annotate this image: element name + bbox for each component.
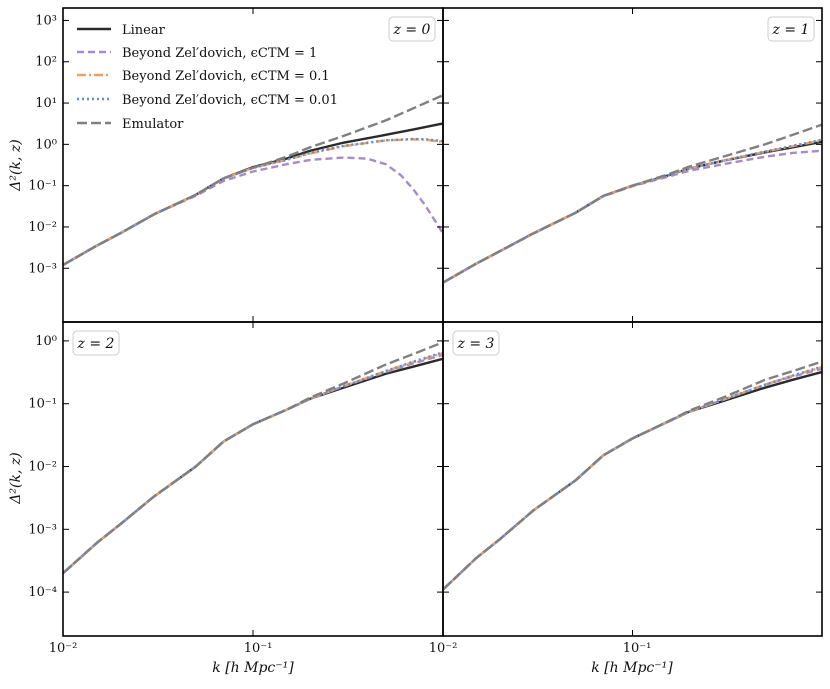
x-tick-label-left-min: 10⁻² bbox=[49, 641, 78, 656]
legend-label-bz01: Beyond Zel′dovich, ϵCTM = 0.1 bbox=[122, 69, 330, 84]
series-line-bz01-panel-2 bbox=[63, 351, 443, 575]
series-line-linear-panel-2 bbox=[63, 357, 443, 575]
y-tick-label-0-4: 10¹ bbox=[35, 96, 57, 111]
z-label-box-3 bbox=[452, 330, 500, 356]
panel-series-1 bbox=[443, 123, 822, 284]
series-line-emu-panel-2 bbox=[63, 341, 443, 575]
legend-label-linear: Linear bbox=[122, 23, 166, 38]
panel-series-2 bbox=[63, 341, 443, 575]
series-line-linear-panel-3 bbox=[443, 370, 822, 591]
z-label-2: z = 2 bbox=[77, 336, 115, 352]
panel-3: z = 3 bbox=[442, 321, 823, 637]
y-tick-label-0-3: 10⁰ bbox=[35, 137, 57, 152]
y-tick-label-0-2: 10⁻¹ bbox=[28, 179, 57, 194]
series-line-bz001-panel-0 bbox=[63, 137, 443, 267]
panel-frame-1 bbox=[442, 7, 823, 323]
z-label-box-2 bbox=[72, 330, 120, 356]
legend-label-bz001: Beyond Zel′dovich, ϵCTM = 0.01 bbox=[122, 93, 338, 108]
z-label-0: z = 0 bbox=[393, 22, 431, 38]
panel-series-0 bbox=[63, 94, 443, 267]
panel-series-3 bbox=[443, 360, 822, 591]
y-axis-label-top: Δ²(k, z) bbox=[8, 139, 24, 191]
series-line-bz001-panel-1 bbox=[443, 138, 822, 284]
legend-label-bz1: Beyond Zel′dovich, ϵCTM = 1 bbox=[122, 46, 317, 61]
y-tick-label-2-4: 10⁰ bbox=[35, 334, 57, 349]
x-axis-label-right: k [h Mpc⁻¹] bbox=[591, 660, 673, 676]
series-line-bz1-panel-3 bbox=[443, 367, 822, 591]
legend: Linear Beyond Zel′dovich, ϵCTM = 1 Beyon… bbox=[77, 23, 338, 132]
panel-frame-2 bbox=[62, 321, 444, 637]
y-tick-label-0-0: 10⁻³ bbox=[28, 261, 57, 276]
series-line-bz01-panel-3 bbox=[443, 366, 822, 591]
y-tick-label-2-2: 10⁻² bbox=[28, 460, 57, 475]
series-line-bz01-panel-1 bbox=[443, 139, 822, 284]
series-line-bz1-panel-1 bbox=[443, 149, 822, 284]
panel-frame-3 bbox=[442, 321, 823, 637]
y-tick-label-2-0: 10⁻⁴ bbox=[28, 585, 57, 600]
legend-label-emulator: Emulator bbox=[122, 117, 184, 132]
series-line-emu-panel-0 bbox=[63, 94, 443, 267]
x-tick-label-right-mid: 10⁻¹ bbox=[623, 641, 652, 656]
z-label-box-1 bbox=[767, 16, 815, 42]
series-line-bz1-panel-2 bbox=[63, 353, 443, 575]
series-line-bz01-panel-0 bbox=[63, 138, 443, 267]
panel-2: 10⁻⁴ 10⁻³ 10⁻² 10⁻¹ 10⁰ z = 2 bbox=[28, 321, 444, 637]
y-tick-label-0-5: 10² bbox=[35, 55, 57, 70]
y-axis-label-bottom: Δ²(k, z) bbox=[8, 452, 24, 504]
z-label-box-0 bbox=[388, 16, 436, 42]
series-line-emu-panel-3 bbox=[443, 360, 822, 591]
y-tick-label-2-1: 10⁻³ bbox=[28, 522, 57, 537]
series-line-bz001-panel-3 bbox=[443, 365, 822, 591]
series-line-bz1-panel-0 bbox=[63, 156, 443, 267]
y-tick-label-0-1: 10⁻² bbox=[28, 220, 57, 235]
y-tick-label-0-6: 10³ bbox=[35, 13, 57, 28]
y-tick-label-2-3: 10⁻¹ bbox=[28, 397, 57, 412]
x-axis-label-left: k [h Mpc⁻¹] bbox=[212, 660, 294, 676]
panel-1: z = 1 bbox=[442, 7, 823, 323]
x-tick-label-center: 10⁻² bbox=[429, 641, 458, 656]
series-line-linear-panel-0 bbox=[63, 122, 443, 267]
x-tick-label-left-mid: 10⁻¹ bbox=[244, 641, 273, 656]
series-line-emu-panel-1 bbox=[443, 123, 822, 284]
series-line-linear-panel-1 bbox=[443, 140, 822, 284]
z-label-1: z = 1 bbox=[772, 22, 810, 38]
series-line-bz001-panel-2 bbox=[63, 351, 443, 575]
z-label-3: z = 3 bbox=[457, 336, 495, 352]
